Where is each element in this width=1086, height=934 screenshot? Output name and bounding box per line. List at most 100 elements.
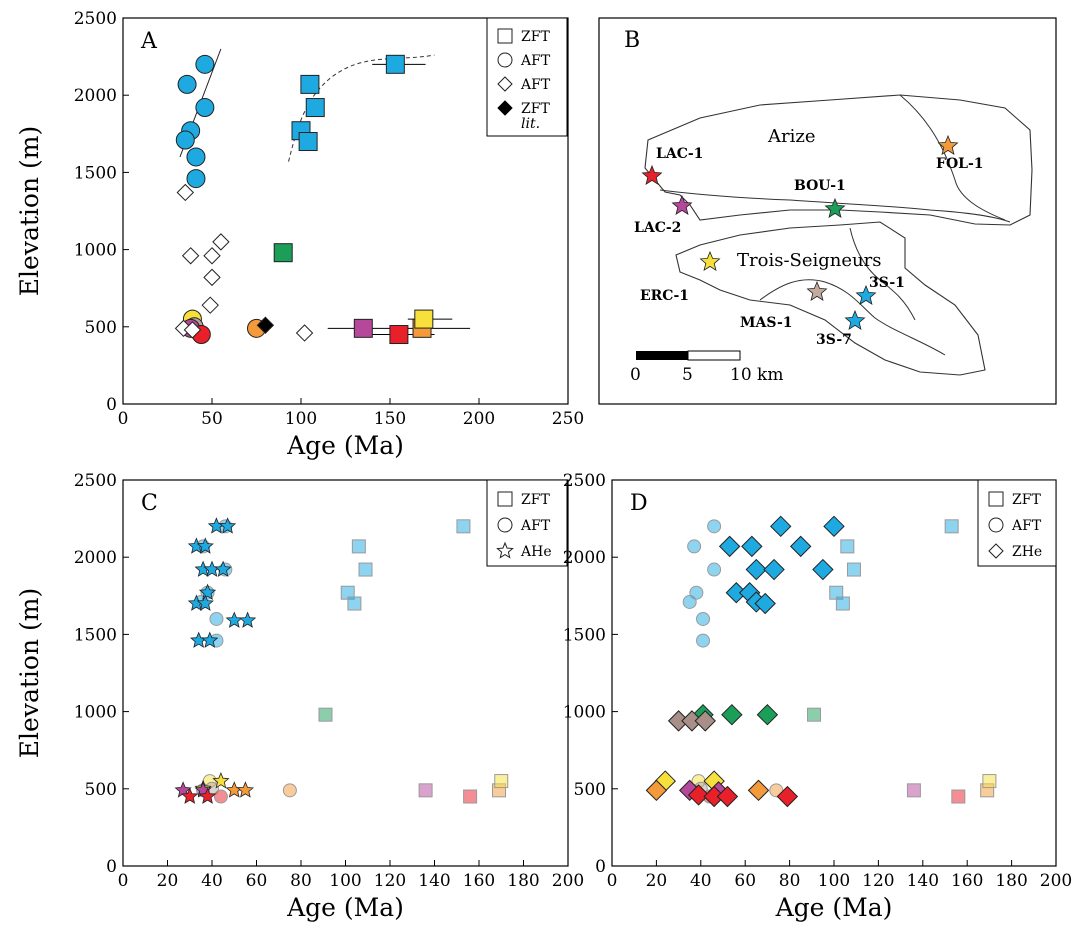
sample-label-fol-1: FOL-1 bbox=[936, 156, 984, 172]
scale-tick-10: 10 km bbox=[730, 365, 783, 385]
point-square-faded bbox=[347, 596, 362, 611]
x-tick-label: 40 bbox=[201, 871, 223, 891]
panel-d: 0 20 40 60 80 100 120 140 160 180 2000500100015002… bbox=[563, 471, 1072, 922]
y-tick-label: 1000 bbox=[74, 703, 117, 723]
point-star bbox=[214, 560, 232, 577]
point-star bbox=[181, 787, 199, 804]
panel-c: 0 20 40 60 80 100 120 140 160 180 2000500100015002… bbox=[15, 471, 584, 922]
map-frame bbox=[598, 17, 1057, 405]
y-tick-label: 1500 bbox=[563, 625, 606, 645]
y-tick-label: 2000 bbox=[74, 86, 117, 106]
sample-stars bbox=[641, 134, 959, 330]
point-square-faded bbox=[807, 707, 822, 722]
sample-star-3s-7 bbox=[844, 309, 866, 330]
point-diamond bbox=[694, 710, 716, 732]
point-circle-faded bbox=[696, 611, 711, 626]
point-diamond bbox=[763, 558, 785, 581]
y-tick-label: 500 bbox=[574, 780, 606, 800]
point-diamond-filled bbox=[256, 316, 275, 334]
x-tick-label: 120 bbox=[374, 871, 406, 891]
y-tick-label: 2000 bbox=[74, 548, 117, 568]
x-tick-label: 200 bbox=[552, 871, 584, 891]
legend-marker-circle-open bbox=[988, 517, 1004, 533]
panel-b-map: B 0 5 10 km Arize Trois-Seigneurs LAC-1 … bbox=[598, 17, 1057, 405]
point-square bbox=[385, 54, 405, 74]
point-circle-faded bbox=[682, 594, 697, 609]
region-label-trois-seigneurs: Trois-Seigneurs bbox=[737, 250, 881, 271]
point-diamond bbox=[745, 558, 768, 581]
point-diamond-open bbox=[212, 233, 230, 251]
legend-marker-diamond-open bbox=[988, 543, 1004, 559]
point-square-faded bbox=[351, 539, 366, 554]
point-diamond bbox=[754, 592, 776, 615]
point-diamond bbox=[812, 558, 834, 581]
x-tick-label: 140 bbox=[418, 871, 450, 891]
x-tick-label: 20 bbox=[157, 871, 179, 891]
point-square bbox=[389, 325, 409, 345]
plot-frame bbox=[122, 17, 569, 405]
x-axis-label: Age (Ma) bbox=[775, 893, 893, 922]
point-circle-faded bbox=[769, 783, 784, 798]
point-circle-faded bbox=[687, 539, 702, 554]
point-star bbox=[196, 537, 214, 554]
sample-star-fol-1 bbox=[937, 134, 959, 155]
x-tick-label: 60 bbox=[246, 871, 268, 891]
sample-star-lac-2 bbox=[671, 194, 693, 215]
y-tick-label: 2500 bbox=[74, 471, 117, 491]
point-star bbox=[236, 781, 254, 798]
legend-label: AHe bbox=[520, 544, 552, 560]
point-diamond bbox=[741, 535, 763, 558]
x-tick-label: 50 bbox=[201, 409, 223, 429]
point-diamond bbox=[823, 515, 845, 538]
point-diamond bbox=[770, 515, 792, 538]
trois-seigneurs-inner-line bbox=[759, 279, 946, 356]
legend-marker-star-open bbox=[496, 541, 514, 559]
sample-label-mas-1: MAS-1 bbox=[740, 315, 793, 331]
legend-label: AFT bbox=[520, 518, 551, 534]
point-square-faded bbox=[318, 707, 333, 722]
x-tick-label: 200 bbox=[463, 409, 495, 429]
point-square-faded bbox=[944, 519, 959, 534]
scale-bar bbox=[636, 350, 741, 361]
point-circle-faded bbox=[213, 789, 228, 804]
x-tick-label: 150 bbox=[374, 409, 406, 429]
point-diamond bbox=[776, 785, 799, 808]
sample-star-erc-1 bbox=[699, 250, 721, 271]
x-tick-label: 100 bbox=[285, 409, 317, 429]
x-tick-label: 0 bbox=[118, 871, 129, 891]
sample-label-lac-2: LAC-2 bbox=[634, 220, 681, 236]
x-axis-label: Age (Ma) bbox=[286, 431, 404, 460]
legend-marker-diamond-filled bbox=[497, 100, 513, 116]
point-star bbox=[239, 611, 257, 628]
panel-label: D bbox=[630, 491, 648, 516]
point-square-faded bbox=[358, 562, 373, 577]
point-circle bbox=[186, 147, 206, 167]
point-star bbox=[198, 787, 217, 804]
y-tick-label: 1000 bbox=[563, 703, 606, 723]
point-diamond-open bbox=[203, 268, 221, 287]
point-square-faded bbox=[418, 783, 433, 798]
trois-seigneurs-fault-line bbox=[849, 227, 916, 321]
x-tick-label: 120 bbox=[862, 871, 894, 891]
sample-label-3s-1: 3S-1 bbox=[869, 275, 905, 291]
x-tick-label: 0 bbox=[118, 409, 129, 429]
sample-label-erc-1: ERC-1 bbox=[640, 288, 689, 304]
sample-star-bou-1 bbox=[824, 197, 846, 218]
y-tick-label: 0 bbox=[595, 857, 606, 877]
x-tick-label: 100 bbox=[818, 871, 850, 891]
point-circle-faded bbox=[209, 611, 224, 626]
scale-tick-5: 5 bbox=[682, 365, 693, 385]
point-circle-faded bbox=[707, 562, 722, 577]
legend-marker-circle-open bbox=[497, 52, 513, 68]
legend-label: ZFT bbox=[521, 101, 550, 117]
point-square-faded bbox=[846, 562, 861, 577]
sample-label-3s-7: 3S-7 bbox=[816, 332, 852, 348]
point-square bbox=[273, 243, 293, 263]
x-tick-label: 180 bbox=[507, 871, 539, 891]
point-star bbox=[196, 594, 214, 611]
point-square-faded bbox=[951, 789, 966, 804]
point-diamond-open bbox=[181, 247, 200, 265]
sample-label-lac-1: LAC-1 bbox=[656, 146, 703, 162]
x-tick-label: 250 bbox=[552, 409, 584, 429]
